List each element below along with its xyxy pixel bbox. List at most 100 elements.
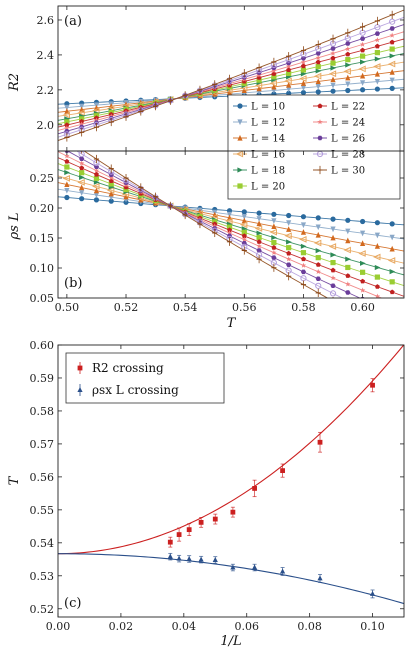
legend-ab-entry: L = 14	[251, 134, 285, 145]
panel-c-data-point	[251, 564, 258, 570]
panel-c-ytick-label: 0.55	[30, 504, 55, 517]
legend-ab-swatch-marker	[237, 183, 243, 189]
panel-b-data-point	[359, 260, 366, 266]
panel-b-data-point	[358, 250, 366, 257]
panel-a-data-point	[389, 26, 395, 31]
panel-b-data-point	[300, 229, 307, 235]
panel-a-data-point	[330, 46, 336, 51]
panel-a-data-point	[64, 108, 70, 114]
panel-b-xlabel: T	[227, 316, 237, 331]
panel-b-data-point	[79, 190, 85, 196]
legend-ab-entry: L = 28	[331, 150, 365, 161]
panel-b-data-point	[300, 269, 307, 275]
panel-a-data-point	[300, 59, 307, 65]
panel-a-series-line	[58, 16, 404, 138]
legend-ab-swatch-marker	[237, 119, 243, 126]
panel-a-data-point	[330, 76, 336, 83]
panel-a-data-point	[374, 50, 380, 56]
panel-c-data-point	[369, 590, 376, 596]
panel-b-data-point	[359, 218, 366, 225]
panel-c-ytick-label: 0.57	[30, 438, 55, 451]
panel-b-xtick-label: 0.56	[232, 301, 257, 314]
panel-b-data-point	[93, 154, 100, 164]
panel-a-data-point	[315, 59, 321, 65]
panel-b-data-point	[93, 175, 100, 181]
panel-c-data-point	[186, 527, 192, 533]
panel-b-data-point	[241, 246, 247, 255]
legend-ab-entry: L = 16	[251, 150, 285, 161]
panel-b-data-point	[182, 210, 188, 220]
panel-b-data-point	[79, 196, 85, 202]
panel-a-data-point	[330, 34, 336, 43]
panel-a-data-point	[300, 46, 307, 55]
panel-a-data-point	[345, 74, 351, 81]
panel-a-data-point	[241, 69, 247, 78]
panel-b-data-point	[300, 214, 307, 220]
panel-b-data-point	[284, 232, 292, 240]
panel-c-xtick-label: 0.00	[46, 620, 71, 633]
panel-b: 0.50 0.52 0.54 0.56 0.58 0.60 0.05 0.10 0.15 0.20…	[7, 150, 405, 331]
panel-b-data-point	[374, 293, 381, 298]
legend-ab: L = 10 L = 12 L = 14 L = 16 L = 18 L = 20 L = …	[227, 94, 401, 200]
panel-b-xtick-label: 0.54	[173, 301, 198, 314]
panel-b-data-point	[359, 269, 366, 275]
panel-b-data-point	[64, 153, 70, 159]
panel-a-data-point	[300, 85, 307, 92]
legend-ab-swatch-marker	[317, 165, 323, 175]
panel-b-data-point	[359, 287, 366, 293]
panel-a-data-point	[212, 80, 218, 89]
panel-b-data-point	[373, 253, 381, 261]
panel-c-data-point	[198, 519, 204, 525]
panel-a-data-point	[138, 107, 144, 116]
panel-a-data-point	[345, 57, 351, 63]
panel-b-data-point	[256, 255, 262, 264]
panel-c-data-point	[198, 556, 204, 562]
legend-c-entry: ρsx L crossing	[92, 383, 179, 397]
panel-b-data-point	[225, 217, 233, 225]
panel-c-xtick-label: 0.10	[360, 620, 385, 633]
panel-b-data-point	[300, 222, 307, 229]
panel-b-data-point	[330, 267, 336, 273]
panel-b-data-point	[345, 217, 351, 223]
panel-c-fit-curve	[58, 553, 404, 605]
panel-b-data-point	[330, 226, 336, 233]
panel-a-data-point	[315, 54, 321, 61]
panel-a-data-point	[389, 39, 395, 45]
panel-a-data-point	[315, 63, 321, 70]
panel-c-data-point	[252, 486, 257, 491]
panel-b-data-point	[286, 272, 292, 281]
panel-a-data-point	[345, 51, 351, 57]
panel-a-data-point	[271, 67, 277, 74]
panel-b-data-point	[138, 183, 144, 192]
panel-b-data-point	[227, 227, 232, 233]
panel-b-data-point	[271, 263, 277, 272]
legend-ab-box	[227, 94, 401, 200]
panel-b-data-point	[108, 198, 114, 204]
panel-a-data-point	[64, 122, 70, 128]
panel-b-data-point	[108, 181, 114, 187]
panel-a-data-point	[330, 82, 336, 89]
panel-b-data-point	[79, 184, 85, 191]
panel-b-data-point	[343, 246, 351, 254]
panel-b-data-point	[256, 243, 262, 249]
legend-ab-entry: L = 10	[251, 102, 285, 113]
panel-a-data-point	[387, 60, 396, 68]
panel-b-data-point	[286, 239, 292, 245]
panel-b-data-point	[345, 228, 351, 235]
panel-b-ytick-label: 0.05	[30, 292, 55, 305]
panel-a-data-point	[374, 70, 380, 77]
panel-a-data-point	[300, 80, 307, 86]
panel-b-data-point	[330, 283, 336, 288]
panel-a-data-point	[374, 16, 380, 25]
legend-ab-swatch-marker	[317, 119, 323, 125]
panel-b-data-point	[315, 262, 321, 267]
panel-a-data-point	[64, 104, 70, 111]
panel-b-data-point	[286, 245, 292, 251]
panel-a-data-point	[152, 102, 159, 111]
panel-c-ytick-label: 0.52	[30, 603, 55, 616]
panel-a-data-point	[299, 75, 307, 82]
panel-c-xlabel: 1/L	[220, 634, 241, 649]
panel-b-data-point	[300, 250, 307, 256]
panel-b-data-point	[330, 216, 336, 222]
